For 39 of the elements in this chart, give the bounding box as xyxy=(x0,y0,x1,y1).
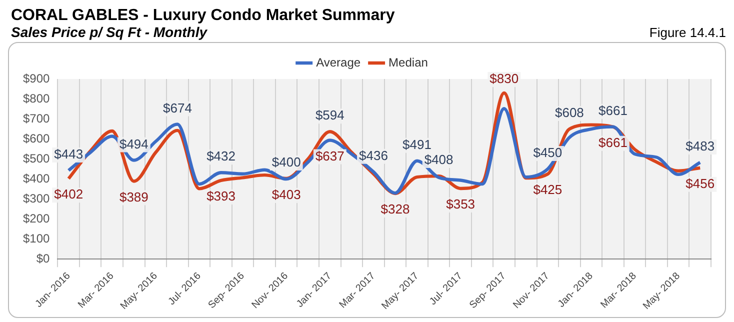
data-label: $443 xyxy=(54,146,84,162)
data-label: $674 xyxy=(163,100,192,116)
data-label: $491 xyxy=(402,136,432,152)
data-label: $637 xyxy=(315,148,344,164)
data-label: $393 xyxy=(206,188,236,204)
data-label: $594 xyxy=(315,108,344,123)
y-tick-label: $0 xyxy=(36,251,50,266)
caption: Figure 14.4.1 xyxy=(649,25,726,40)
data-label: $456 xyxy=(686,176,715,191)
y-tick-label: $500 xyxy=(22,151,50,166)
data-label: $403 xyxy=(272,187,301,202)
data-label: $408 xyxy=(424,152,454,168)
y-tick-label: $300 xyxy=(22,191,50,206)
data-label: $400 xyxy=(272,154,301,170)
data-label: $494 xyxy=(119,136,148,152)
legend-label: Median xyxy=(388,55,428,70)
y-tick-label: $400 xyxy=(22,171,50,186)
data-label: $432 xyxy=(206,148,236,164)
y-tick-label: $100 xyxy=(22,231,50,246)
data-label: $328 xyxy=(380,202,410,217)
y-tick-label: $600 xyxy=(22,131,50,146)
y-tick-label: $800 xyxy=(22,91,50,106)
data-label: $353 xyxy=(446,196,476,212)
data-label: $830 xyxy=(490,71,519,86)
data-label: $389 xyxy=(119,189,148,204)
data-label: $425 xyxy=(533,182,562,198)
data-label: $661 xyxy=(598,102,628,118)
y-tick-label: $900 xyxy=(22,71,50,86)
data-label: $483 xyxy=(686,138,715,154)
data-label: $436 xyxy=(359,148,388,163)
data-label: $661 xyxy=(598,134,628,150)
chart-subtitle: Sales Price p/ Sq Ft - Monthly xyxy=(11,24,208,40)
y-tick-label: $200 xyxy=(22,211,50,226)
data-label: $608 xyxy=(554,105,584,120)
data-label: $450 xyxy=(533,145,562,160)
legend-label: Average xyxy=(316,55,361,70)
chart-title: CORAL GABLES - Luxury Condo Market Summary xyxy=(11,7,395,25)
y-tick-label: $700 xyxy=(22,111,50,126)
data-label: $402 xyxy=(54,186,84,202)
